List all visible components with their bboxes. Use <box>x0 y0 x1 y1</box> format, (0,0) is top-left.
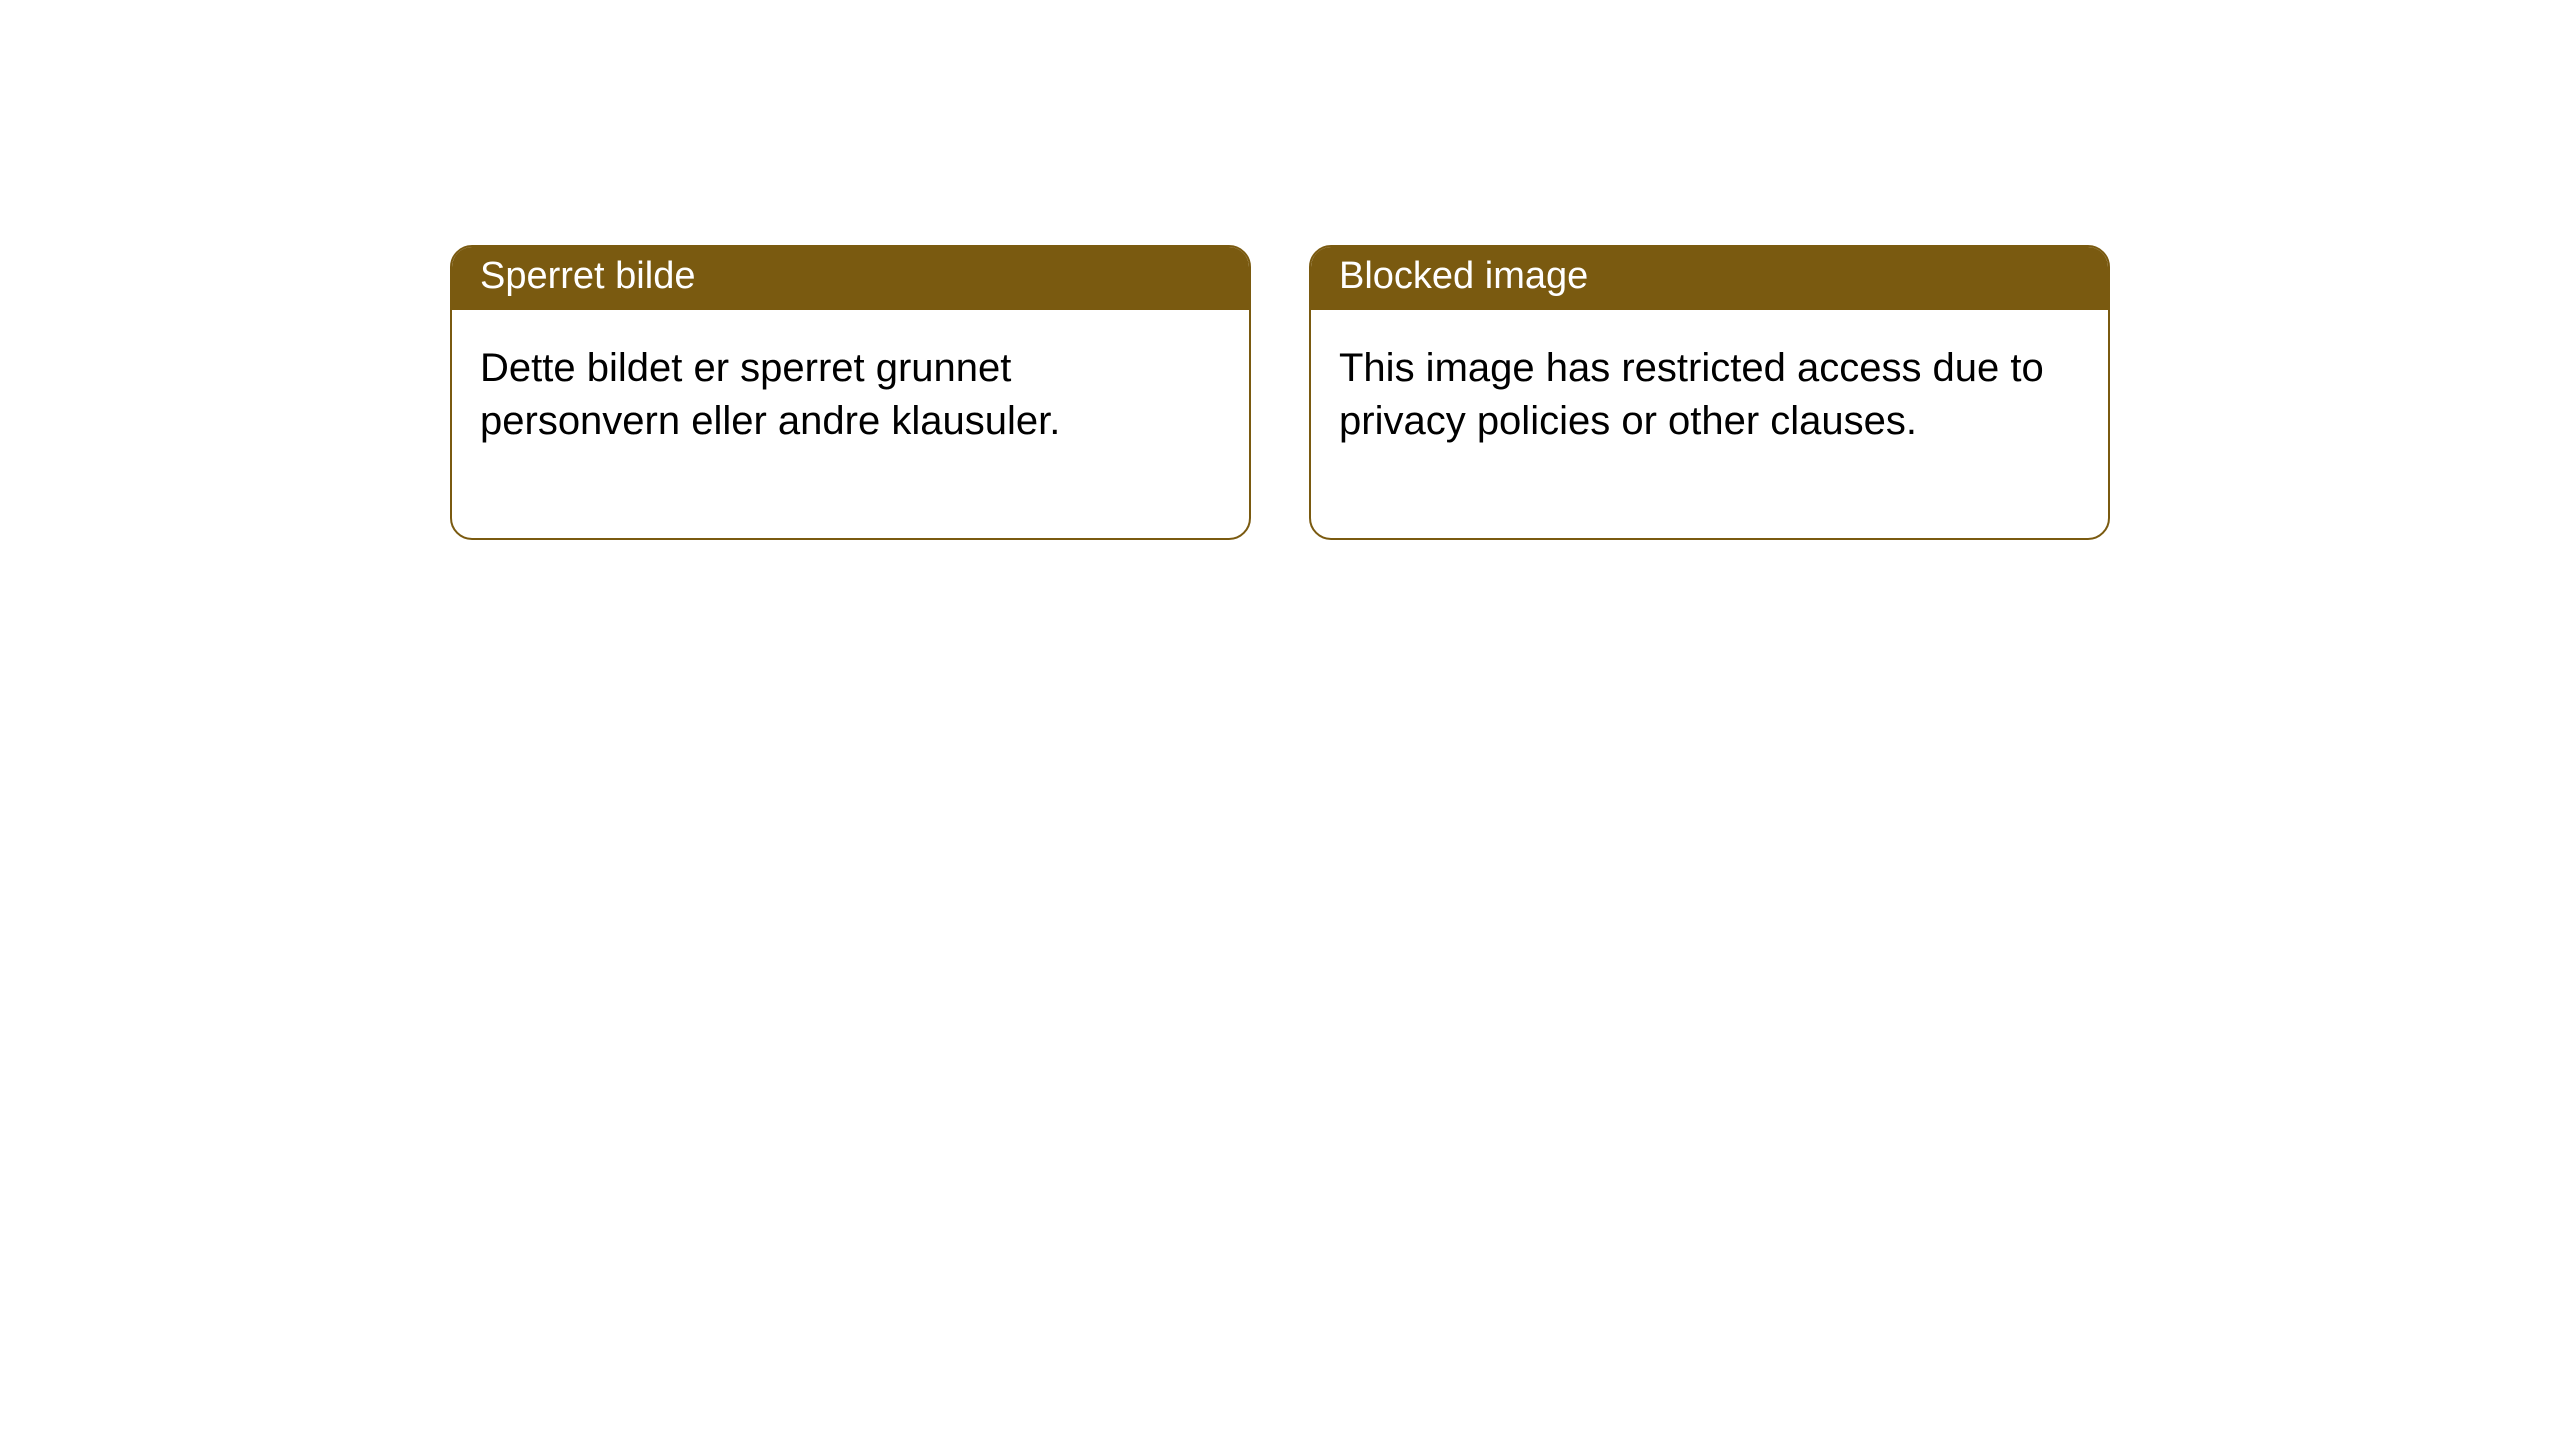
notice-body: This image has restricted access due to … <box>1311 310 2108 538</box>
notice-body: Dette bildet er sperret grunnet personve… <box>452 310 1249 538</box>
notice-container: Sperret bilde Dette bildet er sperret gr… <box>0 0 2560 540</box>
notice-card-english: Blocked image This image has restricted … <box>1309 245 2110 540</box>
notice-header: Blocked image <box>1311 247 2108 310</box>
notice-card-norwegian: Sperret bilde Dette bildet er sperret gr… <box>450 245 1251 540</box>
notice-header: Sperret bilde <box>452 247 1249 310</box>
